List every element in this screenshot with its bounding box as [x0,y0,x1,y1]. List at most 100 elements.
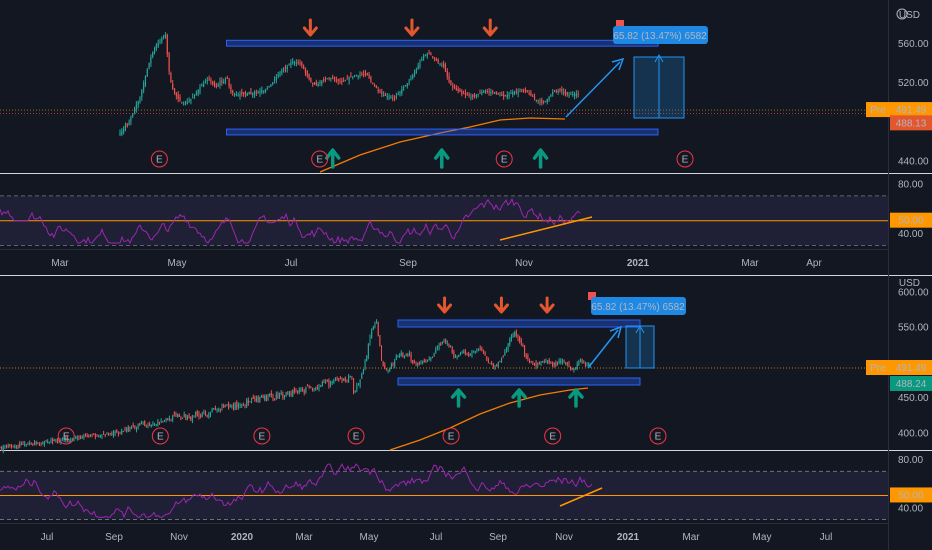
candle [456,355,458,358]
candle [355,75,357,77]
candle [532,95,534,97]
candle [53,439,55,441]
candle [545,360,547,362]
candle [249,401,251,403]
candle [257,397,259,402]
candle [505,348,507,352]
candle [410,78,412,80]
candle [221,405,223,410]
candle [230,86,232,92]
candle [170,419,172,421]
candle [284,68,287,70]
candle [193,94,196,96]
candle [66,437,68,441]
candle [254,398,256,401]
candle [221,80,223,83]
candle [350,75,352,77]
candle [446,342,448,344]
candle [364,360,366,369]
candle [179,97,181,101]
price-badge-value: 491.49 [896,105,927,116]
earnings-icon [253,427,271,445]
price-badge-value: 488.24 [896,379,927,390]
candle [570,93,572,95]
candle [199,87,201,92]
candle [211,408,213,412]
price-tick: 440.00 [898,156,929,167]
candle [576,364,578,369]
price-badge-value: 488.13 [896,118,927,129]
candle [448,76,450,83]
down-arrow [493,296,509,314]
candle [417,362,419,365]
price-tick: 600.00 [898,287,929,298]
candle [191,417,193,422]
candle [297,390,299,392]
candle [1,446,3,449]
candle [239,405,241,407]
candle [472,95,474,97]
down-arrow [437,296,453,314]
currency-label: USD [899,278,920,289]
candle [201,85,203,87]
candle [475,94,477,98]
candle [438,345,440,348]
measure-arrow-head [654,53,664,63]
candle [130,117,132,122]
candle [343,378,345,381]
candle [387,369,389,372]
candle [260,396,262,398]
candle [223,404,225,408]
candle [89,435,91,437]
candle [356,384,358,390]
candle [262,394,264,399]
support-zone [225,128,659,136]
candle [267,396,269,401]
candle [543,361,545,363]
candle [419,61,421,67]
candle [233,404,235,409]
candle [344,377,346,381]
candle [508,93,510,96]
candle [370,77,372,82]
candle [52,439,54,442]
candle [361,74,363,76]
candle [412,75,414,79]
candle [173,413,175,415]
candle [201,414,203,417]
candle [287,393,289,395]
candle [229,405,231,407]
candle [162,421,164,423]
candle [213,82,216,87]
candle [163,36,165,38]
candle [497,361,499,367]
candle [547,360,549,363]
candle [558,360,560,363]
candle [535,362,537,367]
date-tick: Mar [51,258,69,269]
candle [481,348,483,351]
candle [484,91,487,93]
candle [212,81,214,85]
candle [155,45,157,49]
candle [448,343,450,346]
candle [343,80,345,82]
candle [363,73,365,75]
candle [124,429,126,432]
candle [512,334,514,338]
rsi-line [0,462,593,519]
candle [114,431,116,434]
candle [588,363,590,366]
candle [99,435,101,437]
candle [357,384,359,386]
candle [297,62,299,64]
candle [477,93,479,96]
candle [319,82,321,84]
candle [426,53,428,57]
candle [300,387,302,392]
candle [204,82,207,84]
candle [273,79,276,81]
earnings-icon [57,427,75,445]
candle [256,397,258,401]
